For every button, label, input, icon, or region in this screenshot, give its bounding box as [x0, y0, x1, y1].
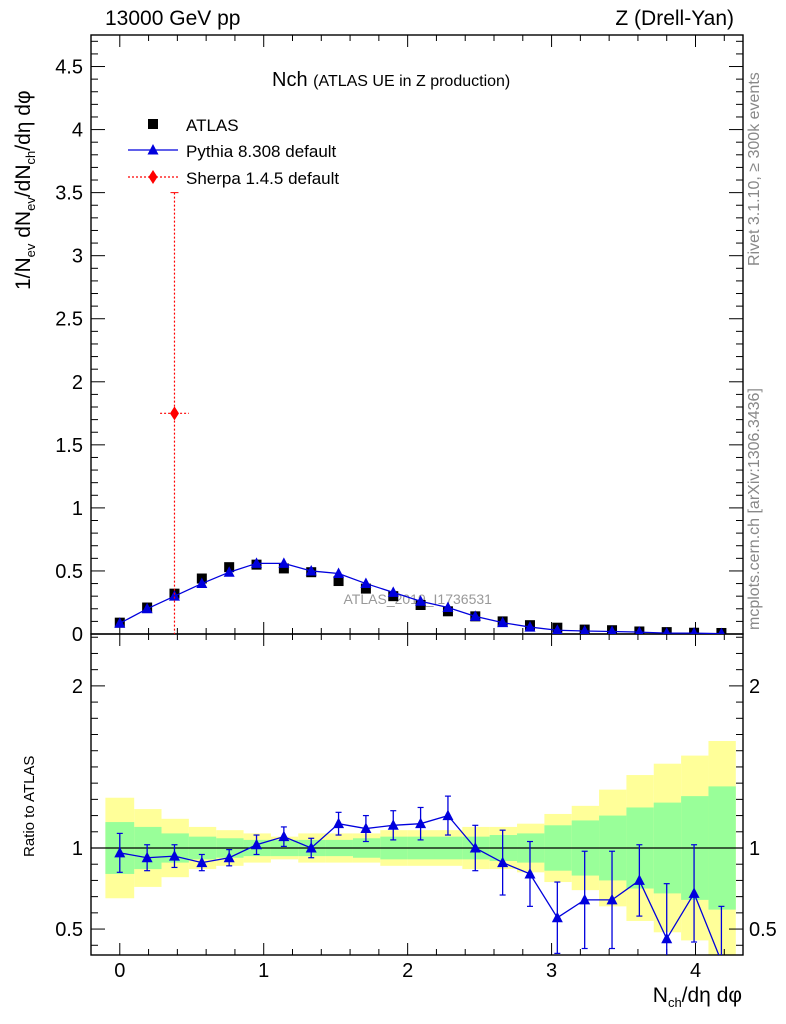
sherpa-point [169, 406, 179, 421]
x-axis-label: Nch/dη dφ [652, 984, 742, 1011]
main-y-tick-label: 1 [72, 498, 83, 520]
pythia-point [524, 621, 536, 632]
ratio-pythia-point [716, 955, 727, 966]
ratio-pythia-point [141, 851, 153, 863]
ratio-pythia-point [114, 846, 126, 858]
pythia-point [196, 577, 208, 589]
plot-title: Nch (ATLAS UE in Z production) [272, 69, 511, 91]
ratio-pythia-point [606, 893, 618, 905]
x-tick-label: 4 [690, 960, 701, 982]
atlas-data-point [278, 563, 289, 574]
main-y-tick-label: 4.5 [55, 57, 83, 79]
ratio-pythia-point [333, 817, 345, 829]
ratio-pythia-point [387, 819, 399, 830]
header-channel: Z (Drell-Yan) [615, 7, 734, 30]
pythia-point [497, 616, 509, 628]
pythia-point [223, 566, 235, 577]
ratio-pythia-point [688, 887, 700, 898]
ratio-pythia-point [469, 842, 481, 853]
legend-pythia-label: Pythia 8.308 default [186, 142, 337, 161]
pythia-point [278, 557, 290, 568]
ratio-pythia-point [551, 911, 563, 923]
main-y-tick-label: 3.5 [55, 183, 83, 205]
pythia-point [415, 595, 427, 606]
main-y-tick-label: 0.5 [55, 561, 83, 583]
legend-sherpa-marker [148, 170, 158, 184]
pythia-point [663, 627, 671, 634]
main-y-tick-label: 0 [72, 624, 83, 646]
pythia-point [718, 627, 725, 634]
ratio-y-tick-label-left: 2 [72, 676, 83, 698]
ratio-pythia-point [579, 893, 591, 905]
ratio-y-tick-label-right: 0.5 [749, 919, 777, 941]
ratio-y-tick-label-right: 1 [749, 838, 760, 860]
pythia-point [251, 557, 263, 568]
ratio-pythia-point [415, 817, 427, 829]
main-y-tick-label: 4 [72, 120, 83, 142]
ratio-pythia-point [524, 867, 536, 879]
ratio-y-tick-label-left: 1 [72, 838, 83, 860]
pythia-point [333, 567, 345, 578]
ratio-pythia-point [497, 856, 509, 868]
main-y-tick-label: 2.5 [55, 309, 83, 331]
pythia-point [141, 602, 153, 614]
pythia-point [607, 625, 617, 634]
ratio-pythia-point [223, 851, 235, 863]
ratio-pythia-point [196, 856, 208, 868]
ratio-y-tick-label-left: 0.5 [55, 919, 83, 941]
pythia-point [305, 564, 317, 576]
atlas-data-point [360, 583, 371, 594]
pythia-point [635, 626, 644, 634]
ratio-pythia-point [661, 932, 673, 944]
atlas-data-point [333, 576, 344, 587]
pythia-point [552, 624, 563, 634]
main-y-tick-label: 3 [72, 246, 83, 268]
ratio-pythia-point [278, 830, 290, 842]
pythia-point [469, 610, 481, 621]
pythia-point [114, 617, 126, 628]
ratio-y-tick-label-right: 2 [749, 676, 760, 698]
x-tick-label: 3 [546, 960, 557, 982]
legend-atlas-marker [148, 119, 158, 129]
pythia-point [360, 577, 372, 589]
legend-pythia-marker [147, 144, 159, 155]
ratio-series [114, 795, 727, 966]
main-y-tick-label: 1.5 [55, 435, 83, 457]
x-tick-label: 0 [114, 960, 125, 982]
ratio-pythia-point [633, 874, 645, 885]
legend-atlas-label: ATLAS [186, 116, 239, 135]
main-series [114, 192, 727, 634]
header-process: 13000 GeV pp [105, 7, 241, 30]
ratio-pythia-point [168, 850, 180, 861]
ratio-pythia-point [305, 842, 317, 853]
pythia-point [387, 586, 399, 597]
x-tick-label: 2 [402, 960, 413, 982]
legend-sherpa-label: Sherpa 1.4.5 default [186, 169, 339, 188]
pythia-point [579, 624, 590, 634]
x-tick-label: 1 [258, 960, 269, 982]
ratio-pythia-point [442, 809, 454, 821]
pythia-point [442, 601, 454, 613]
analysis-watermark: ATLAS_2019_I1736531 [344, 591, 493, 607]
ratio-pythia-point [251, 838, 263, 850]
main-y-tick-label: 2 [72, 372, 83, 394]
ratio-pythia-point [360, 822, 372, 834]
ratio-plot-frame [90, 633, 744, 956]
pythia-point [168, 590, 180, 601]
pythia-point [690, 627, 698, 634]
